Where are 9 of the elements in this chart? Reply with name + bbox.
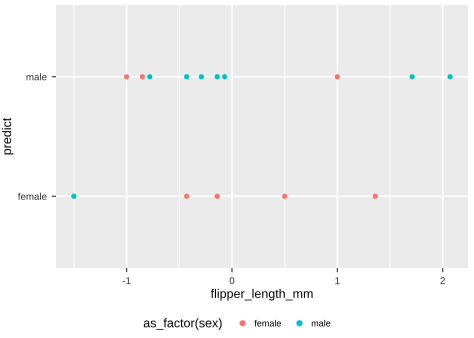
x-tick-label: 2 xyxy=(440,277,445,284)
x-tick-label: -1 xyxy=(122,277,130,284)
legend-title: as_factor(sex) xyxy=(144,318,222,330)
legend-label: male xyxy=(312,320,330,326)
x-tick-label: 1 xyxy=(335,277,340,284)
legend-label: female xyxy=(254,320,281,326)
x-tick-label: 0 xyxy=(230,277,234,284)
y-axis-title: predict xyxy=(2,118,14,154)
x-axis-title: flipper_length_mm xyxy=(210,288,313,301)
